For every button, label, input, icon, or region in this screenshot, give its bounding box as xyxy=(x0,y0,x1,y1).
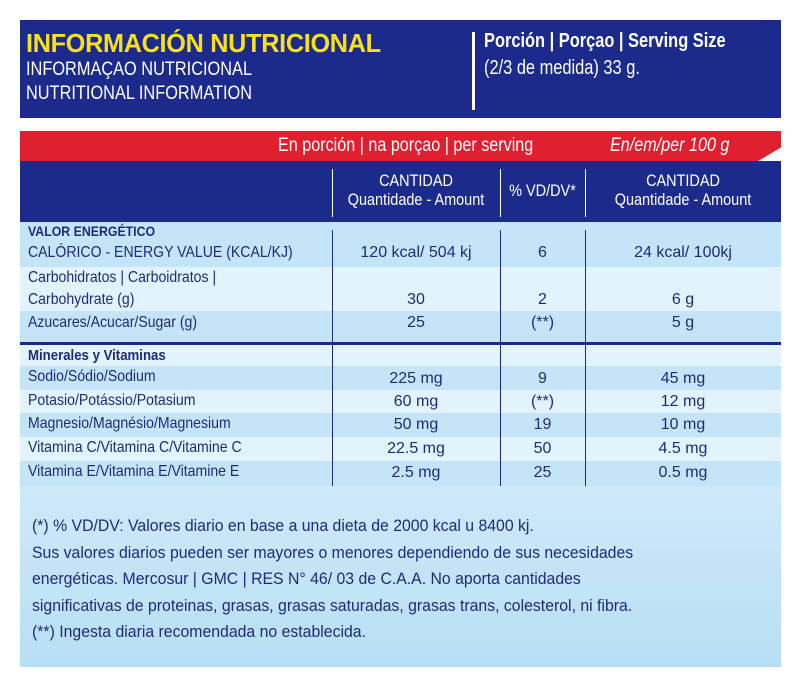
per-serving-label: En porción | na porçao | per serving xyxy=(278,135,534,156)
column-line xyxy=(500,230,501,486)
column-line xyxy=(585,230,586,486)
section-energy: VALOR ENERGÉTICO xyxy=(20,222,781,240)
divider xyxy=(585,169,586,217)
table-row: Sodio/Sódio/Sodium 225 mg 9 45 mg xyxy=(20,366,781,390)
divider xyxy=(472,32,475,110)
title-en: NUTRITIONAL INFORMATION xyxy=(26,83,253,104)
amount-header: CANTIDAD Quantidade - Amount xyxy=(347,171,485,209)
nutrition-table: VALOR ENERGÉTICO CALÓRICO - ENERGY VALUE… xyxy=(20,222,781,486)
table-row: CALÓRICO - ENERGY VALUE (KCAL/KJ) 120 kca… xyxy=(20,240,781,267)
footnote-line: Sus valores diarios pueden ser mayores o… xyxy=(32,543,634,562)
amount100-header: CANTIDAD Quantidade - Amount xyxy=(614,171,752,209)
dv-header: % VD/DV* xyxy=(509,181,576,200)
table-row: Potasio/Potássio/Potasium 60 mg (**) 12 mg xyxy=(20,390,781,413)
serving-value: (2/3 de medida) 33 g. xyxy=(484,57,640,79)
table-row: Carbohidratos | Carboidratos | Carbohydra… xyxy=(20,267,781,311)
section-divider xyxy=(20,342,781,345)
footnote-line: (*) % VD/DV: Valores diario en base a un… xyxy=(32,516,534,535)
table-row: Vitamina C/Vitamina C/Vitamine C 22.5 mg 5… xyxy=(20,437,781,461)
title-pt: INFORMAÇAO NUTRICIONAL xyxy=(26,59,253,80)
table-row: Magnesio/Magnésio/Magnesium 50 mg 19 10 mg xyxy=(20,413,781,437)
title-panel: INFORMACIÓN NUTRICIONAL INFORMAÇAO NUTRI… xyxy=(20,20,781,118)
divider xyxy=(500,169,501,217)
column-line xyxy=(332,230,333,486)
section-minerals: Minerales y Vitaminas xyxy=(20,345,781,366)
footnote-line: (**) Ingesta diaria recomendada no estab… xyxy=(32,622,366,641)
table-row: Vitamina E/Vitamina E/Vitamine E 2.5 mg 25… xyxy=(20,461,781,486)
footnote-line: significativas de proteinas, grasas, gra… xyxy=(32,596,633,615)
title-es: INFORMACIÓN NUTRICIONAL xyxy=(26,28,381,58)
divider xyxy=(332,169,333,217)
serving-band: En porción | na porçao | per serving En/… xyxy=(20,131,781,161)
per-100-label: En/em/per 100 g xyxy=(610,135,730,156)
column-header: CANTIDAD Quantidade - Amount % VD/DV* CAN… xyxy=(20,161,781,222)
footnote-line: energéticas. Mercosur | GMC | RES N° 46/… xyxy=(32,569,581,588)
table-row: Azucares/Acucar/Sugar (g) 25 (**) 5 g xyxy=(20,311,781,342)
footnotes: (*) % VD/DV: Valores diario en base a un… xyxy=(20,486,781,667)
serving-label: Porción | Porçao | Serving Size xyxy=(484,30,726,52)
